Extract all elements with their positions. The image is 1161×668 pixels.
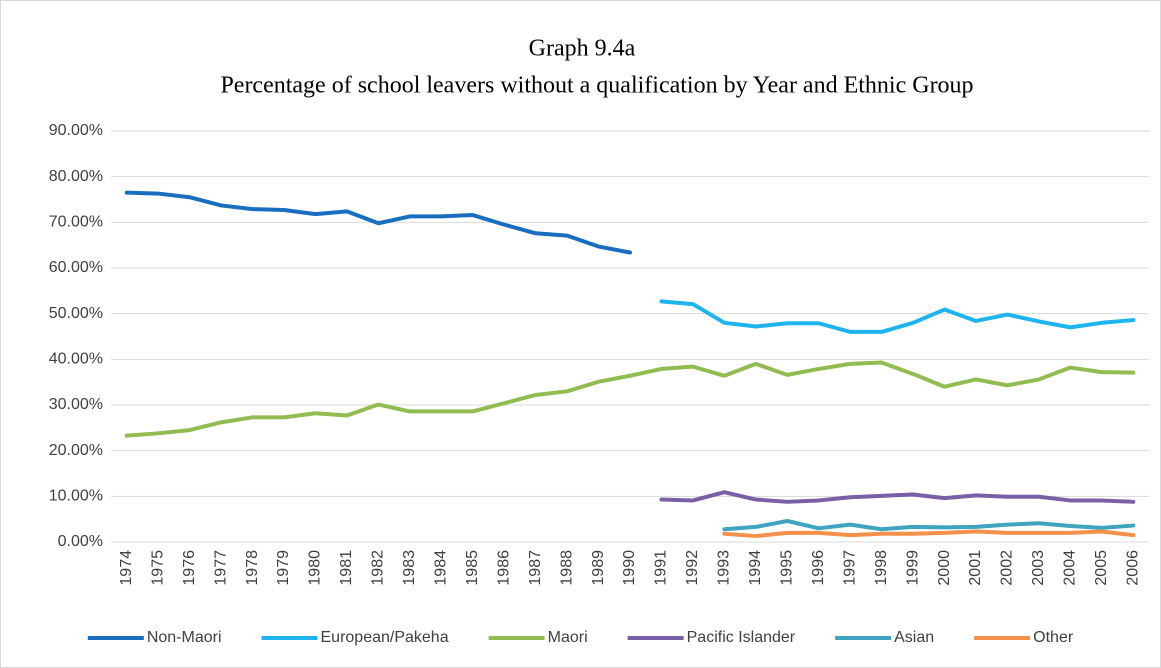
- x-tick-label: 1984: [432, 550, 449, 586]
- x-tick-label: 1980: [307, 550, 324, 586]
- x-tick-label: 1983: [401, 550, 418, 586]
- x-tick-label: 1985: [464, 550, 481, 586]
- y-tick-label: 30.00%: [49, 396, 103, 413]
- x-tick-label: 1988: [558, 550, 575, 586]
- x-tick-label: 1992: [684, 550, 701, 586]
- x-tick-label: 2004: [1062, 550, 1079, 586]
- x-tick-label: 1982: [370, 550, 387, 586]
- y-tick-label: 70.00%: [49, 214, 103, 231]
- y-tick-label: 10.00%: [49, 488, 103, 505]
- series-line: [124, 190, 632, 255]
- x-tick-label: 1976: [181, 550, 198, 586]
- y-tick-label: 80.00%: [49, 168, 103, 185]
- chart-title: Graph 9.4a: [529, 36, 636, 62]
- x-tick-label: 1996: [810, 550, 827, 586]
- x-tick-label: 1974: [118, 550, 135, 586]
- x-tick-label: 2006: [1124, 550, 1141, 586]
- x-tick-label: 2005: [1093, 550, 1110, 586]
- x-tick-label: 1978: [244, 550, 261, 586]
- legend-label: European/Pakeha: [321, 629, 449, 646]
- x-tick-label: 1981: [338, 550, 355, 586]
- x-tick-label: 1997: [841, 550, 858, 586]
- x-tick-label: 1986: [495, 550, 512, 586]
- x-tick-label: 1990: [621, 550, 638, 586]
- series-line: [659, 299, 1136, 334]
- x-tick-label: 1975: [149, 550, 166, 586]
- x-tick-label: 2000: [936, 550, 953, 586]
- x-tick-label: 1998: [873, 550, 890, 586]
- legend-label: Maori: [548, 629, 588, 646]
- x-tick-label: 1979: [275, 550, 292, 586]
- y-tick-label: 50.00%: [49, 305, 103, 322]
- x-tick-label: 2001: [967, 550, 984, 586]
- x-tick-label: 1995: [778, 550, 795, 586]
- x-tick-label: 2002: [999, 550, 1016, 586]
- series-line: [722, 529, 1136, 539]
- legend-label: Asian: [894, 629, 934, 646]
- x-tick-label: 1977: [212, 550, 229, 586]
- legend-label: Other: [1033, 629, 1074, 646]
- x-tick-label: 1989: [590, 550, 607, 586]
- x-tick-label: 1991: [653, 550, 670, 586]
- x-tick-label: 1987: [527, 550, 544, 586]
- series-line: [722, 518, 1136, 532]
- x-tick-label: 1994: [747, 550, 764, 586]
- y-tick-label: 40.00%: [49, 351, 103, 368]
- legend-label: Non-Maori: [147, 629, 222, 646]
- legend-label: Pacific Islander: [687, 629, 796, 646]
- x-tick-label: 2003: [1030, 550, 1047, 586]
- series-line: [659, 490, 1136, 504]
- y-tick-label: 0.00%: [58, 533, 103, 550]
- y-tick-label: 60.00%: [49, 259, 103, 276]
- x-tick-label: 1993: [716, 550, 733, 586]
- chart-subtitle: Percentage of school leavers without a q…: [220, 73, 973, 99]
- x-tick-label: 1999: [904, 550, 921, 586]
- y-tick-label: 20.00%: [49, 442, 103, 459]
- y-tick-label: 90.00%: [49, 122, 103, 139]
- series-line: [124, 360, 1136, 438]
